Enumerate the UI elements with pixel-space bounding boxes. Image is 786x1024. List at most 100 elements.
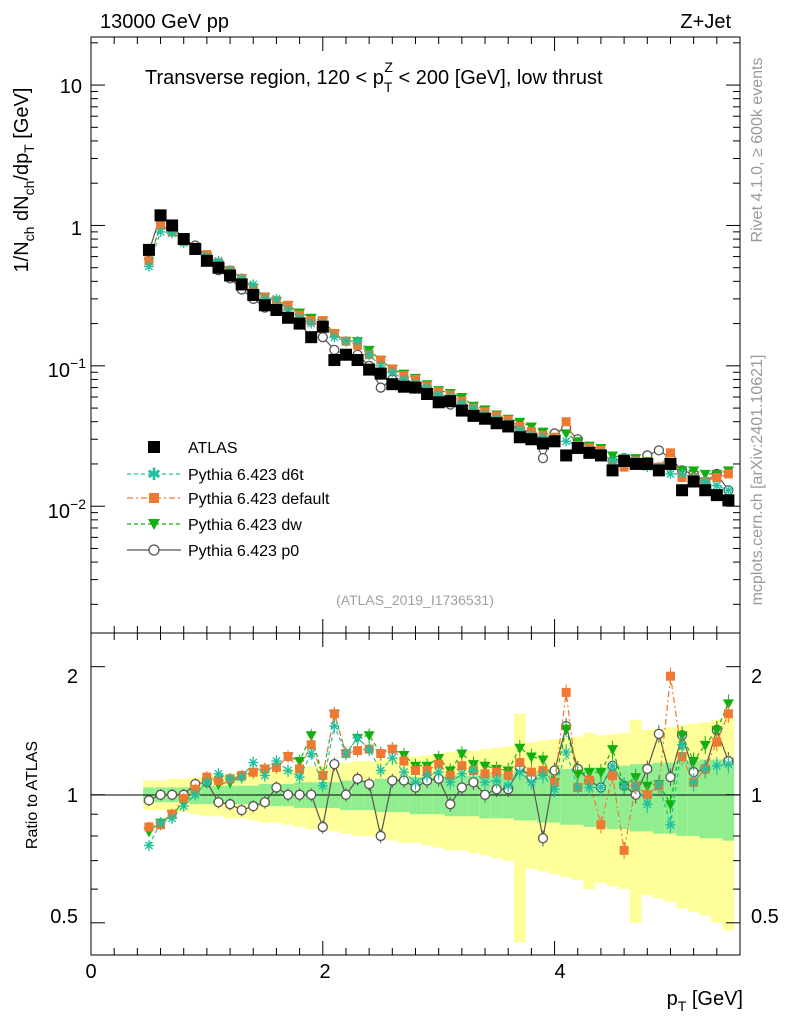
ratio-point-pythia-6-423-p0-26 <box>445 799 456 810</box>
main-point-atlas-25 <box>432 396 445 409</box>
main-ticks <box>90 37 740 633</box>
main-point-pythia-6-423-dw-36 <box>560 429 572 440</box>
main-point-atlas-38 <box>583 446 596 459</box>
ratio-point-pythia-6-423-d6t-3-stroke-3 <box>179 802 188 811</box>
main-point-pythia-6-423-p0-15 <box>317 332 328 343</box>
ratio-point-pythia-6-423-d6t-9 <box>248 757 259 768</box>
ratio-point-pythia-6-423-d6t-33-stroke-3 <box>527 778 536 787</box>
x-tick-label-0: 0 <box>85 961 96 983</box>
ratio-point-pythia-6-423-p0-34 <box>537 833 549 844</box>
ratio-point-pythia-6-423-d6t-41 <box>619 780 630 791</box>
main-point-pythia-6-423-p0-16 <box>329 344 340 355</box>
ratio-point-pythia-6-423-d6t-27-stroke-3 <box>457 769 466 778</box>
main-point-pythia-6-423-d6t-40 <box>607 455 618 466</box>
ratio-point-pythia-6-423-d6t-12-stroke-3 <box>283 766 293 775</box>
ratio-point-pythia-6-423-d6t-2 <box>167 813 178 824</box>
legend-marker-atlas <box>148 441 160 453</box>
ratio-point-pythia-6-423-d6t-48 <box>700 763 711 774</box>
ratio-point-pythia-6-423-d6t-20-stroke-3 <box>376 766 385 775</box>
ratio-band-inner-47 <box>687 761 700 836</box>
ratio-point-pythia-6-423-default-14 <box>306 740 316 750</box>
ratio-point-pythia-6-423-default-10 <box>260 764 270 774</box>
ratio-point-pythia-6-423-default-16 <box>329 709 339 719</box>
main-point-atlas-6 <box>212 261 225 274</box>
ratio-point-pythia-6-423-d6t-18 <box>352 732 363 743</box>
main-point-pythia-6-423-default-20 <box>376 355 386 365</box>
main-point-atlas-24 <box>421 388 434 401</box>
ratio-tick-label-1-left: 1 <box>67 785 78 807</box>
ratio-point-pythia-6-423-d6t-23 <box>410 777 421 788</box>
main-point-atlas-46 <box>676 484 689 497</box>
ratio-point-pythia-6-423-p0-1 <box>155 789 166 800</box>
ratio-point-pythia-6-423-d6t-29-stroke-3 <box>480 778 490 787</box>
legend-marker-default <box>149 493 159 503</box>
ratio-point-pythia-6-423-d6t-16-stroke-3 <box>330 721 339 731</box>
ratio-point-pythia-6-423-d6t-49 <box>711 760 722 771</box>
main-point-atlas-47 <box>687 475 700 488</box>
main-point-atlas-26 <box>444 395 457 408</box>
ratio-point-pythia-6-423-p0-12 <box>282 789 294 800</box>
ratio-point-pythia-6-423-dw-34 <box>537 755 549 766</box>
y-tick-label-0.1-base: 10 <box>48 360 70 382</box>
main-point-pythia-6-423-d6t-46 <box>677 468 688 479</box>
ratio-point-pythia-6-423-dw-27 <box>456 749 468 760</box>
ratio-point-pythia-6-423-default-9 <box>248 767 258 777</box>
ratio-ticks <box>90 633 740 955</box>
main-point-pythia-6-423-dw-47 <box>688 466 700 477</box>
ratio-point-pythia-6-423-d6t-40-stroke-3 <box>608 761 617 770</box>
ratio-point-pythia-6-423-p0-15 <box>317 821 328 833</box>
ratio-point-pythia-6-423-dw-37 <box>572 769 584 780</box>
y-tick-label-0.01-base: 10 <box>48 501 70 523</box>
ratio-band-inner-36 <box>560 768 572 825</box>
ratio-tick-label-2-left: 2 <box>67 666 78 688</box>
main-point-atlas-29 <box>479 412 492 425</box>
main-point-atlas-37 <box>571 441 584 454</box>
ratio-point-pythia-6-423-d6t-41-stroke-3 <box>620 781 629 790</box>
ratio-point-pythia-6-423-d6t-38-stroke-3 <box>585 783 594 792</box>
main-point-pythia-6-423-default-45 <box>665 448 675 458</box>
main-title-sup: Z <box>384 59 393 75</box>
main-point-pythia-6-423-default-36 <box>561 417 571 427</box>
main-title-prefix: Transverse region, 120 < p <box>145 67 384 89</box>
legend-item-dw: Pythia 6.423 dw <box>127 517 302 534</box>
ratio-point-pythia-6-423-d6t-10-stroke-3 <box>260 771 269 780</box>
y-tick-label-0.1-exponent: −1 <box>70 355 86 371</box>
ratio-point-pythia-6-423-d6t-1-stroke-3 <box>156 818 165 827</box>
ratio-point-pythia-6-423-p0-43 <box>642 763 653 775</box>
main-point-pythia-6-423-d6t-1 <box>155 226 166 237</box>
ratio-point-pythia-6-423-d6t-34 <box>537 770 548 781</box>
ratio-point-pythia-6-423-default-12 <box>283 751 293 761</box>
rivet-label: Rivet 4.1.0, ≥ 600k events <box>749 58 766 243</box>
ratio-point-pythia-6-423-dw-50 <box>722 699 734 710</box>
legend-label-atlas: ATLAS <box>188 440 238 457</box>
y-tick-label-1: 1 <box>71 218 82 240</box>
ratio-point-pythia-6-423-d6t-45 <box>665 819 676 830</box>
ratio-point-pythia-6-423-default-45 <box>665 671 675 681</box>
ratio-point-pythia-6-423-default-18 <box>353 746 363 756</box>
main-point-pythia-6-423-d6t-17-stroke-3 <box>341 337 351 346</box>
ratio-point-pythia-6-423-default-25 <box>434 759 444 769</box>
main-point-pythia-6-423-d6t-21 <box>387 367 398 378</box>
main-point-atlas-42 <box>629 457 642 470</box>
ratio-point-pythia-6-423-d6t-22-stroke-3 <box>399 768 409 777</box>
mcplots-label: mcplots.cern.ch [arXiv:2401.10621] <box>749 355 766 606</box>
ratio-point-pythia-6-423-d6t-46-stroke-3 <box>677 740 687 749</box>
ratio-point-pythia-6-423-d6t-32-stroke-3 <box>515 768 524 777</box>
ratio-point-pythia-6-423-dw-32 <box>514 743 526 754</box>
main-point-pythia-6-423-p0-34 <box>537 453 549 464</box>
ratio-point-pythia-6-423-d6t-12 <box>283 765 294 776</box>
main-point-atlas-19 <box>363 363 376 376</box>
ratio-point-pythia-6-423-d6t-4 <box>190 789 201 800</box>
ratio-point-pythia-6-423-d6t-7 <box>225 773 236 784</box>
ratio-band-inner-26 <box>444 775 457 817</box>
ratio-point-pythia-6-423-p0-45 <box>665 771 676 783</box>
ratio-point-pythia-6-423-default-0 <box>144 822 154 832</box>
ratio-point-pythia-6-423-d6t-47-stroke-3 <box>689 778 698 787</box>
ratio-point-pythia-6-423-p0-16 <box>329 759 340 770</box>
ratio-point-pythia-6-423-d6t-36 <box>561 747 572 758</box>
x-tick-label-4: 4 <box>554 961 565 983</box>
ratio-point-pythia-6-423-d6t-11 <box>271 756 282 767</box>
ratio-point-pythia-6-423-d6t-49-stroke-3 <box>712 761 721 770</box>
ratio-point-pythia-6-423-p0-20 <box>375 830 386 842</box>
